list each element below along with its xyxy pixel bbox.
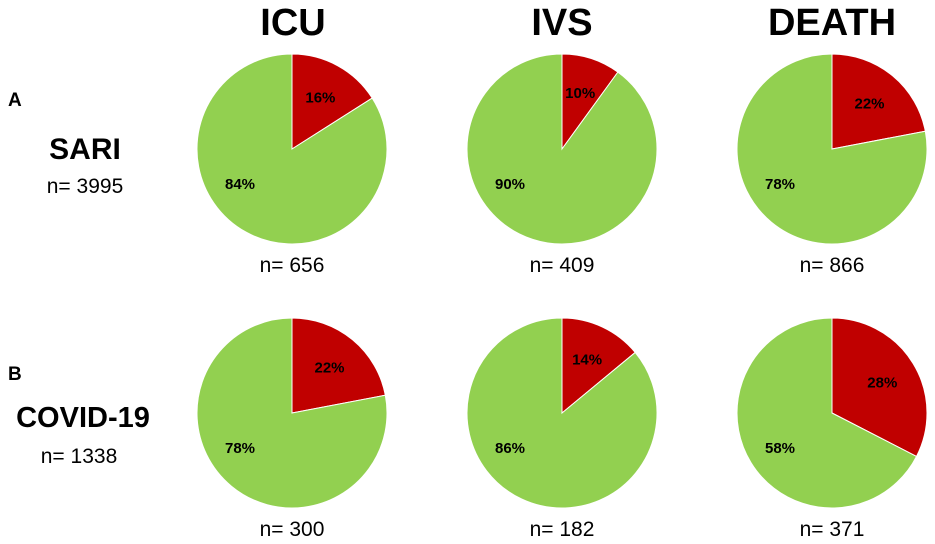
pie-slice-covid-icu-positive (291, 317, 386, 414)
pie-label-covid-icu-negative: 78% (225, 440, 255, 457)
pie-label-sari-icu-negative: 84% (225, 176, 255, 193)
pie-label-covid-ivs-positive: 14% (572, 352, 602, 369)
pie-n-sari-ivs: n= 409 (529, 254, 595, 277)
pie-label-sari-death-negative: 78% (765, 176, 795, 193)
pie-slice-covid-ivs-negative (466, 317, 658, 509)
pie-slice-sari-ivs-negative (466, 53, 658, 245)
pie-slice-sari-icu-positive (291, 53, 373, 150)
pie-slice-sari-icu-negative (196, 53, 388, 245)
pie-label-covid-death-positive: 28% (867, 374, 897, 391)
column-header-death: DEATH (767, 2, 897, 44)
panel-letter-a: A (8, 90, 22, 111)
panel-letter-b: B (8, 364, 22, 385)
pie-label-sari-icu-positive: 16% (305, 89, 335, 106)
pie-slice-covid-ivs-positive (561, 317, 636, 415)
pie-slice-covid-death-negative (736, 317, 918, 509)
group-n-covid: n= 1338 (40, 445, 118, 468)
pie-slice-covid-icu-negative (196, 317, 388, 509)
group-name-covid: COVID-19 (16, 402, 150, 434)
pie-label-sari-death-positive: 22% (854, 96, 884, 113)
pie-label-sari-ivs-negative: 90% (495, 176, 525, 193)
pie-label-covid-death-negative: 58% (765, 440, 795, 457)
pie-n-covid-ivs: n= 182 (529, 518, 595, 541)
pie-slice-sari-death-positive (831, 53, 926, 150)
pie-label-covid-icu-positive: 22% (314, 360, 344, 377)
pie-n-covid-icu: n= 300 (259, 518, 325, 541)
group-n-sari: n= 3995 (46, 175, 124, 198)
pie-label-sari-ivs-positive: 10% (565, 85, 595, 102)
column-header-ivs: IVS (531, 2, 593, 44)
group-name-sari: SARI (49, 133, 121, 166)
pie-slice-sari-death-negative (736, 53, 928, 245)
pie-n-covid-death: n= 371 (799, 518, 865, 541)
pie-slice-covid-death-positive (831, 317, 928, 458)
pie-n-sari-death: n= 866 (799, 254, 865, 277)
pie-label-covid-ivs-negative: 86% (495, 440, 525, 457)
column-header-icu: ICU (260, 2, 326, 44)
pie-n-sari-icu: n= 656 (259, 254, 325, 277)
